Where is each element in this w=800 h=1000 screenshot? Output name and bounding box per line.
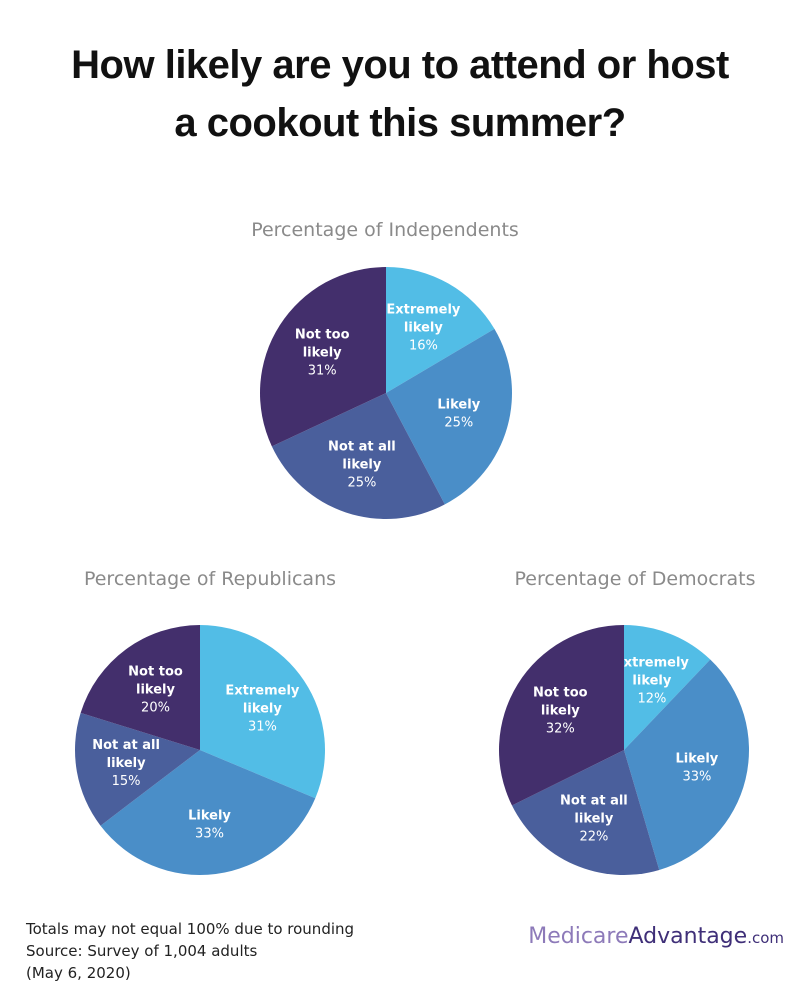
- pie-chart-independents: Extremely likely 16% Likely 25% Not at all lik…: [259, 267, 512, 519]
- chart-title-republicans: Percentage of Republicans: [83, 568, 337, 590]
- slice-label-democrats-not-at-all-likely: Not at all likely 22%: [560, 794, 628, 845]
- headline-line-1: How likely are you to attend or host: [71, 43, 729, 87]
- footnote-date: (May 6, 2020): [26, 964, 131, 982]
- slice-name-line: Not at all: [92, 738, 160, 753]
- slice-label-democrats-not-too-likely: Not too likely 32%: [533, 686, 588, 737]
- slice-name-line: Likely: [676, 752, 719, 767]
- slice-label-democrats-extremely-likely: Extremely likely 12%: [615, 655, 690, 706]
- pie-slice-independents-likely: [386, 328, 512, 505]
- slice-name-line: likely: [574, 812, 613, 827]
- pie-slice-democrats-not-at-all-likely: [512, 750, 660, 876]
- slice-label-republicans-not-too-likely: Not too likely 20%: [128, 665, 183, 716]
- slice-label-independents-extremely-likely: Extremely likely 16%: [386, 302, 461, 353]
- brand-part-3: .com: [747, 929, 784, 947]
- slice-name-line: Likely: [437, 398, 480, 413]
- slice-percent: 25%: [444, 416, 473, 431]
- pie-slice-democrats-extremely-likely: [624, 625, 711, 750]
- pie-slice-republicans-extremely-likely: [200, 625, 325, 799]
- slice-percent: 31%: [308, 363, 337, 378]
- slice-percent: 31%: [248, 720, 277, 735]
- pie-slice-independents-not-too-likely: [259, 267, 386, 447]
- slice-percent: 25%: [347, 476, 376, 491]
- slice-name-line: likely: [303, 345, 342, 360]
- slice-name-line: Not too: [295, 327, 350, 342]
- chart-title-independents: Percentage of Independents: [251, 219, 519, 241]
- pie-slice-independents-not-at-all-likely: [271, 393, 445, 519]
- pie-chart-democrats: Extremely likely 12% Likely 33% Not at all lik…: [498, 625, 750, 876]
- chart-title-democrats: Percentage of Democrats: [514, 568, 756, 590]
- pie-chart-republicans: Extremely likely 31% Likely 33% Not at all lik…: [75, 625, 325, 875]
- slice-name-line: Not at all: [560, 794, 628, 809]
- slice-name-line: Not too: [128, 665, 183, 680]
- footnote-rounding: Totals may not equal 100% due to roundin…: [26, 920, 355, 938]
- slice-percent: 33%: [195, 826, 224, 841]
- slice-name-line: Extremely: [386, 302, 461, 317]
- slice-name-line: likely: [632, 673, 671, 688]
- slice-percent: 22%: [579, 830, 608, 845]
- brand-logo: MedicareAdvantage.com: [528, 924, 784, 949]
- slice-label-independents-likely: Likely 25%: [437, 398, 480, 431]
- slice-label-republicans-likely: Likely 33%: [188, 808, 231, 841]
- slice-name-line: likely: [404, 320, 443, 335]
- headline: How likely are you to attend or host a c…: [0, 36, 800, 152]
- slice-name-line: likely: [342, 458, 381, 473]
- slice-name-line: likely: [541, 704, 580, 719]
- slice-name-line: Not too: [533, 686, 588, 701]
- pie-slice-republicans-not-too-likely: [80, 625, 200, 750]
- slice-name-line: likely: [243, 702, 282, 717]
- slice-percent: 20%: [141, 701, 170, 716]
- slice-name-line: likely: [107, 756, 146, 771]
- footnote: Totals may not equal 100% due to roundin…: [26, 918, 354, 984]
- slice-label-independents-not-at-all-likely: Not at all likely 25%: [328, 440, 396, 491]
- brand-part-1: Medicare: [528, 924, 629, 949]
- slice-name-line: likely: [136, 683, 175, 698]
- brand-part-2: Advantage: [628, 924, 748, 949]
- slice-name-line: Extremely: [225, 684, 300, 699]
- pie-slice-republicans-not-at-all-likely: [75, 712, 200, 826]
- slice-name-line: Not at all: [328, 440, 396, 455]
- pie-slice-democrats-not-too-likely: [498, 625, 624, 806]
- slice-percent: 32%: [546, 722, 575, 737]
- pie-slice-republicans-likely: [100, 750, 316, 875]
- slice-label-democrats-likely: Likely 33%: [676, 752, 719, 785]
- slice-percent: 33%: [682, 770, 711, 785]
- pie-slice-democrats-likely: [624, 659, 750, 870]
- slice-name-line: Extremely: [615, 655, 690, 670]
- slice-percent: 15%: [112, 774, 141, 789]
- slice-label-republicans-not-at-all-likely: Not at all likely 15%: [92, 738, 160, 789]
- slice-percent: 16%: [409, 338, 438, 353]
- headline-line-2: a cookout this summer?: [174, 101, 626, 145]
- slice-percent: 12%: [637, 691, 666, 706]
- slice-name-line: Likely: [188, 808, 231, 823]
- footnote-source: Source: Survey of 1,004 adults: [26, 942, 258, 960]
- slice-label-independents-not-too-likely: Not too likely 31%: [295, 327, 350, 378]
- slice-label-republicans-extremely-likely: Extremely likely 31%: [225, 684, 300, 735]
- pie-slice-independents-extremely-likely: [386, 267, 495, 393]
